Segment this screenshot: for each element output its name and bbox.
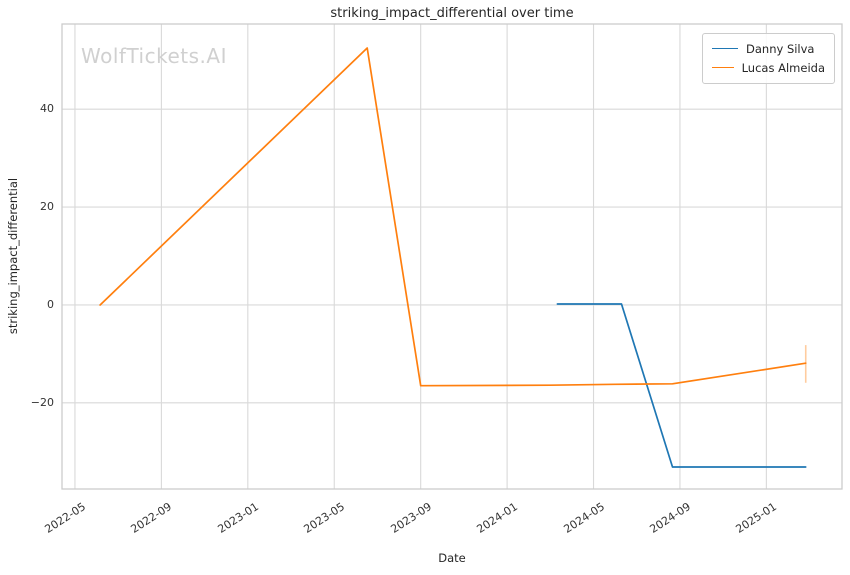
- x-axis-label: Date: [438, 551, 466, 565]
- legend-item-label: Danny Silva: [746, 41, 815, 56]
- legend-item-0: Danny Silva: [712, 39, 825, 58]
- legend: Danny Silva Lucas Almeida: [702, 33, 835, 84]
- watermark: WolfTickets.AI: [81, 44, 227, 68]
- y-tick-label: 0: [47, 297, 54, 311]
- y-tick-label: −20: [30, 395, 54, 409]
- legend-line-icon: [712, 48, 738, 49]
- legend-item-1: Lucas Almeida: [712, 58, 825, 77]
- y-tick-label: 20: [40, 200, 54, 214]
- series-line-1: [99, 47, 807, 387]
- chart-title: striking_impact_differential over time: [330, 6, 574, 21]
- y-tick-label: 40: [40, 102, 54, 116]
- legend-item-label: Lucas Almeida: [741, 60, 825, 75]
- legend-line-icon: [712, 67, 734, 68]
- series-line-0: [556, 303, 807, 468]
- plot-border: [61, 23, 843, 490]
